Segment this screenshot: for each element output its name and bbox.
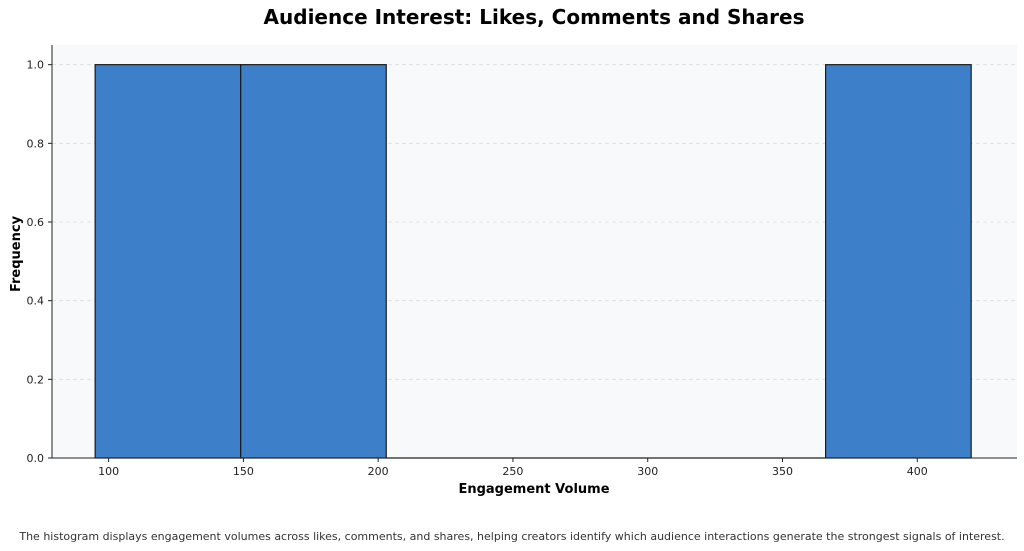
x-tick-label: 150 xyxy=(233,465,254,478)
y-tick-label: 0.6 xyxy=(27,216,45,229)
x-tick-label: 350 xyxy=(772,465,793,478)
x-tick-label: 250 xyxy=(502,465,523,478)
x-tick-label: 300 xyxy=(637,465,658,478)
bars xyxy=(94,64,972,459)
chart-caption: The histogram displays engagement volume… xyxy=(19,530,1005,543)
y-tick-label: 0.8 xyxy=(27,137,45,150)
histogram-bar xyxy=(240,64,387,459)
y-tick-label: 0.2 xyxy=(27,373,45,386)
x-tick-label: 100 xyxy=(98,465,119,478)
histogram-bar xyxy=(825,64,972,459)
y-axis-label: Frequency xyxy=(9,215,24,292)
y-ticks: 0.0 0.2 0.4 0.6 0.8 1.0 xyxy=(27,59,52,465)
chart-title: Audience Interest: Likes, Comments and S… xyxy=(264,5,805,29)
y-tick-label: 0.4 xyxy=(27,295,45,308)
axes xyxy=(51,45,1017,459)
x-axis-label: Engagement Volume xyxy=(458,482,609,497)
histogram-bar xyxy=(94,64,242,459)
x-ticks: 100 150 200 250 300 350 400 xyxy=(98,458,928,478)
x-tick-label: 400 xyxy=(907,465,928,478)
y-tick-label: 0.0 xyxy=(27,452,45,465)
y-tick-label: 1.0 xyxy=(27,59,45,72)
x-tick-label: 200 xyxy=(368,465,389,478)
